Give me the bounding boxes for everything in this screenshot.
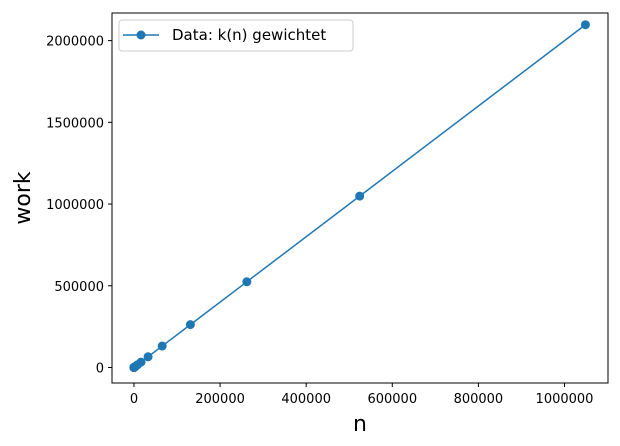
x-tick-label: 1000000 <box>536 392 594 407</box>
data-point <box>136 357 146 367</box>
x-axis-ticks: 0 200000 400000 600000 800000 1000000 <box>130 383 594 407</box>
x-tick-label: 200000 <box>195 392 245 407</box>
y-tick-label: 0 <box>96 361 104 376</box>
x-tick-label: 0 <box>130 392 138 407</box>
y-tick-label: 500000 <box>54 280 104 295</box>
x-tick-label: 600000 <box>367 392 417 407</box>
plot-frame <box>111 12 609 384</box>
data-point <box>143 352 153 362</box>
y-axis-ticks: 0 500000 1000000 1500000 2000000 <box>46 35 112 376</box>
x-tick-label: 400000 <box>281 392 331 407</box>
data-point <box>355 191 365 201</box>
x-axis-title: n <box>353 412 367 437</box>
data-point <box>157 341 167 351</box>
plot-content <box>129 20 590 372</box>
data-point <box>242 277 252 287</box>
legend-label: Data: k(n) gewichtet <box>172 26 326 44</box>
y-tick-label: 1500000 <box>46 116 104 131</box>
legend-frame <box>118 19 354 52</box>
legend: Data: k(n) gewichtet <box>118 19 354 52</box>
x-tick-label: 800000 <box>454 392 504 407</box>
y-tick-label: 1000000 <box>46 198 104 213</box>
data-point <box>185 320 195 330</box>
y-axis-title: work <box>11 171 36 224</box>
y-tick-label: 2000000 <box>46 35 104 50</box>
legend-marker <box>136 30 146 40</box>
data-point <box>580 20 590 30</box>
